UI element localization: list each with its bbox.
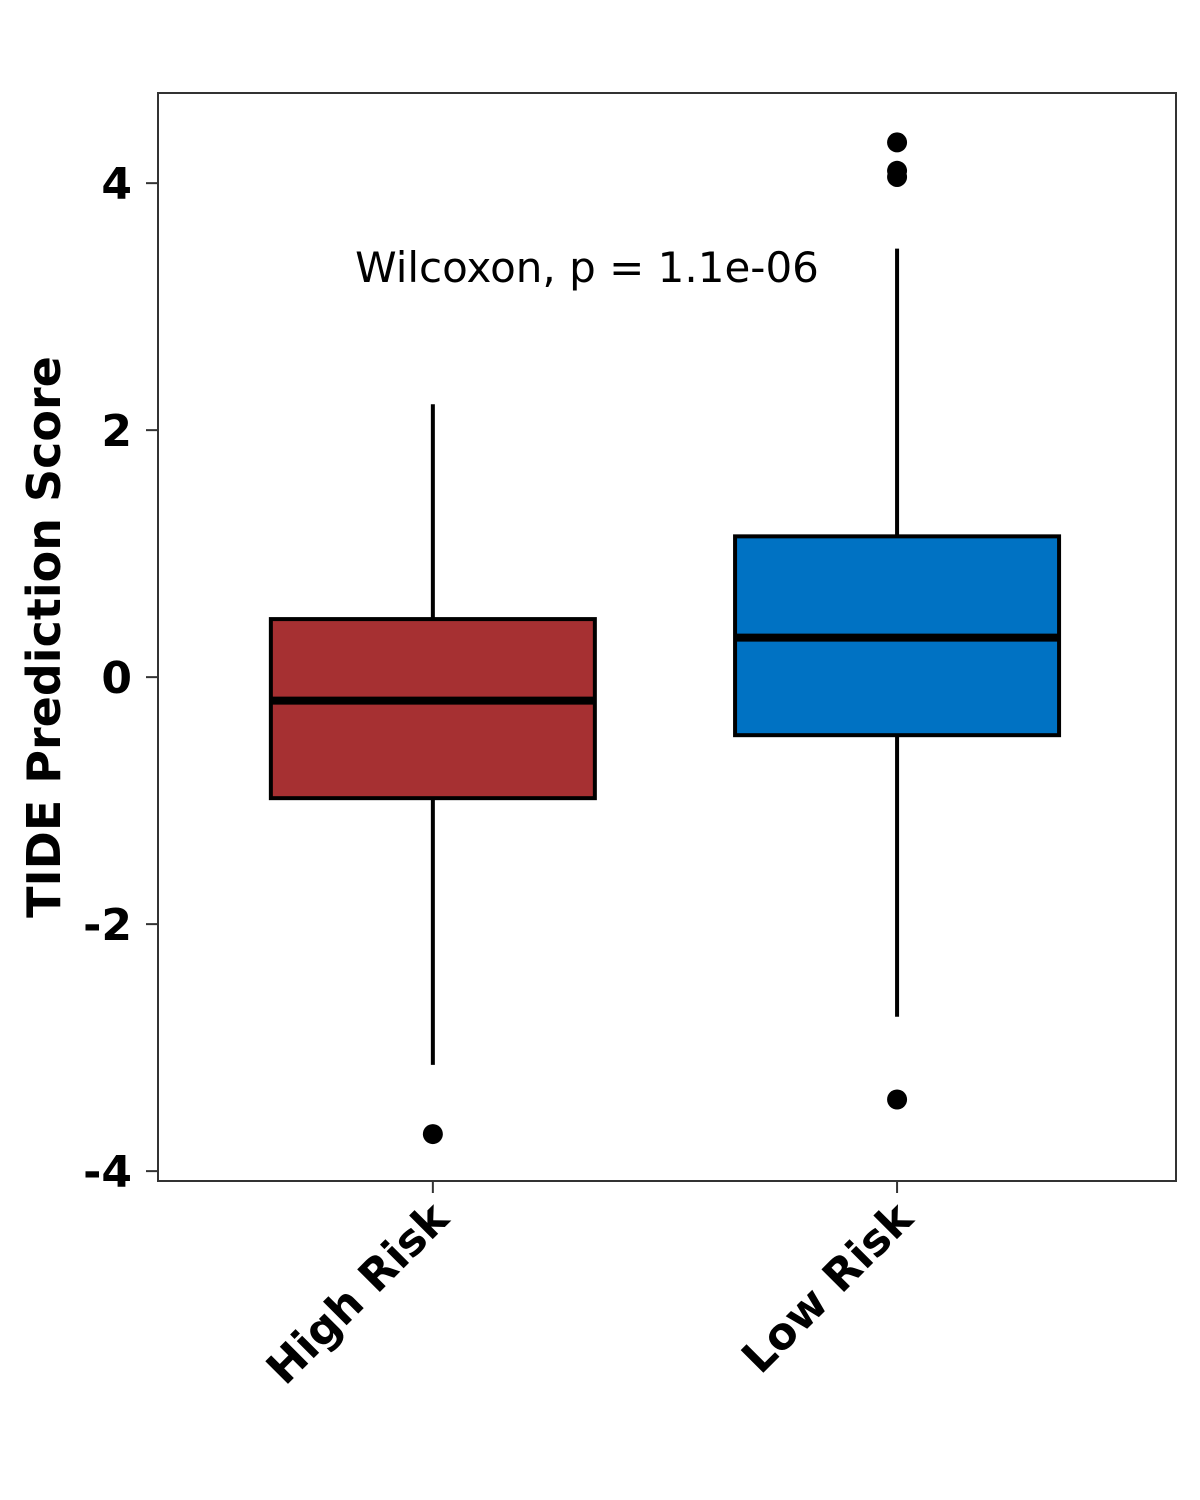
- y-tick-label: 0: [101, 653, 132, 704]
- outlier-point: [887, 132, 908, 153]
- iqr-box: [268, 617, 597, 801]
- outlier-point: [887, 1089, 908, 1110]
- wilcoxon-annotation: Wilcoxon, p = 1.1e-06: [355, 243, 819, 292]
- box-low-risk: [733, 132, 1062, 1110]
- y-tick-label: 2: [101, 406, 132, 457]
- y-tick-label: -2: [83, 900, 132, 951]
- y-axis: -4 -2 0 2 4: [83, 159, 158, 1198]
- box-high-risk: [268, 404, 597, 1145]
- y-tick-label: 4: [101, 159, 132, 210]
- outlier-point: [887, 166, 908, 187]
- x-tick-label: Low Risk: [732, 1191, 924, 1383]
- x-tick-label: High Risk: [257, 1191, 460, 1394]
- y-tick-label: -4: [83, 1147, 132, 1198]
- box-series: [268, 132, 1062, 1145]
- x-axis: High Risk Low Risk: [257, 1181, 924, 1395]
- outlier-point: [422, 1124, 443, 1145]
- y-axis-title: TIDE Prediction Score: [17, 356, 71, 918]
